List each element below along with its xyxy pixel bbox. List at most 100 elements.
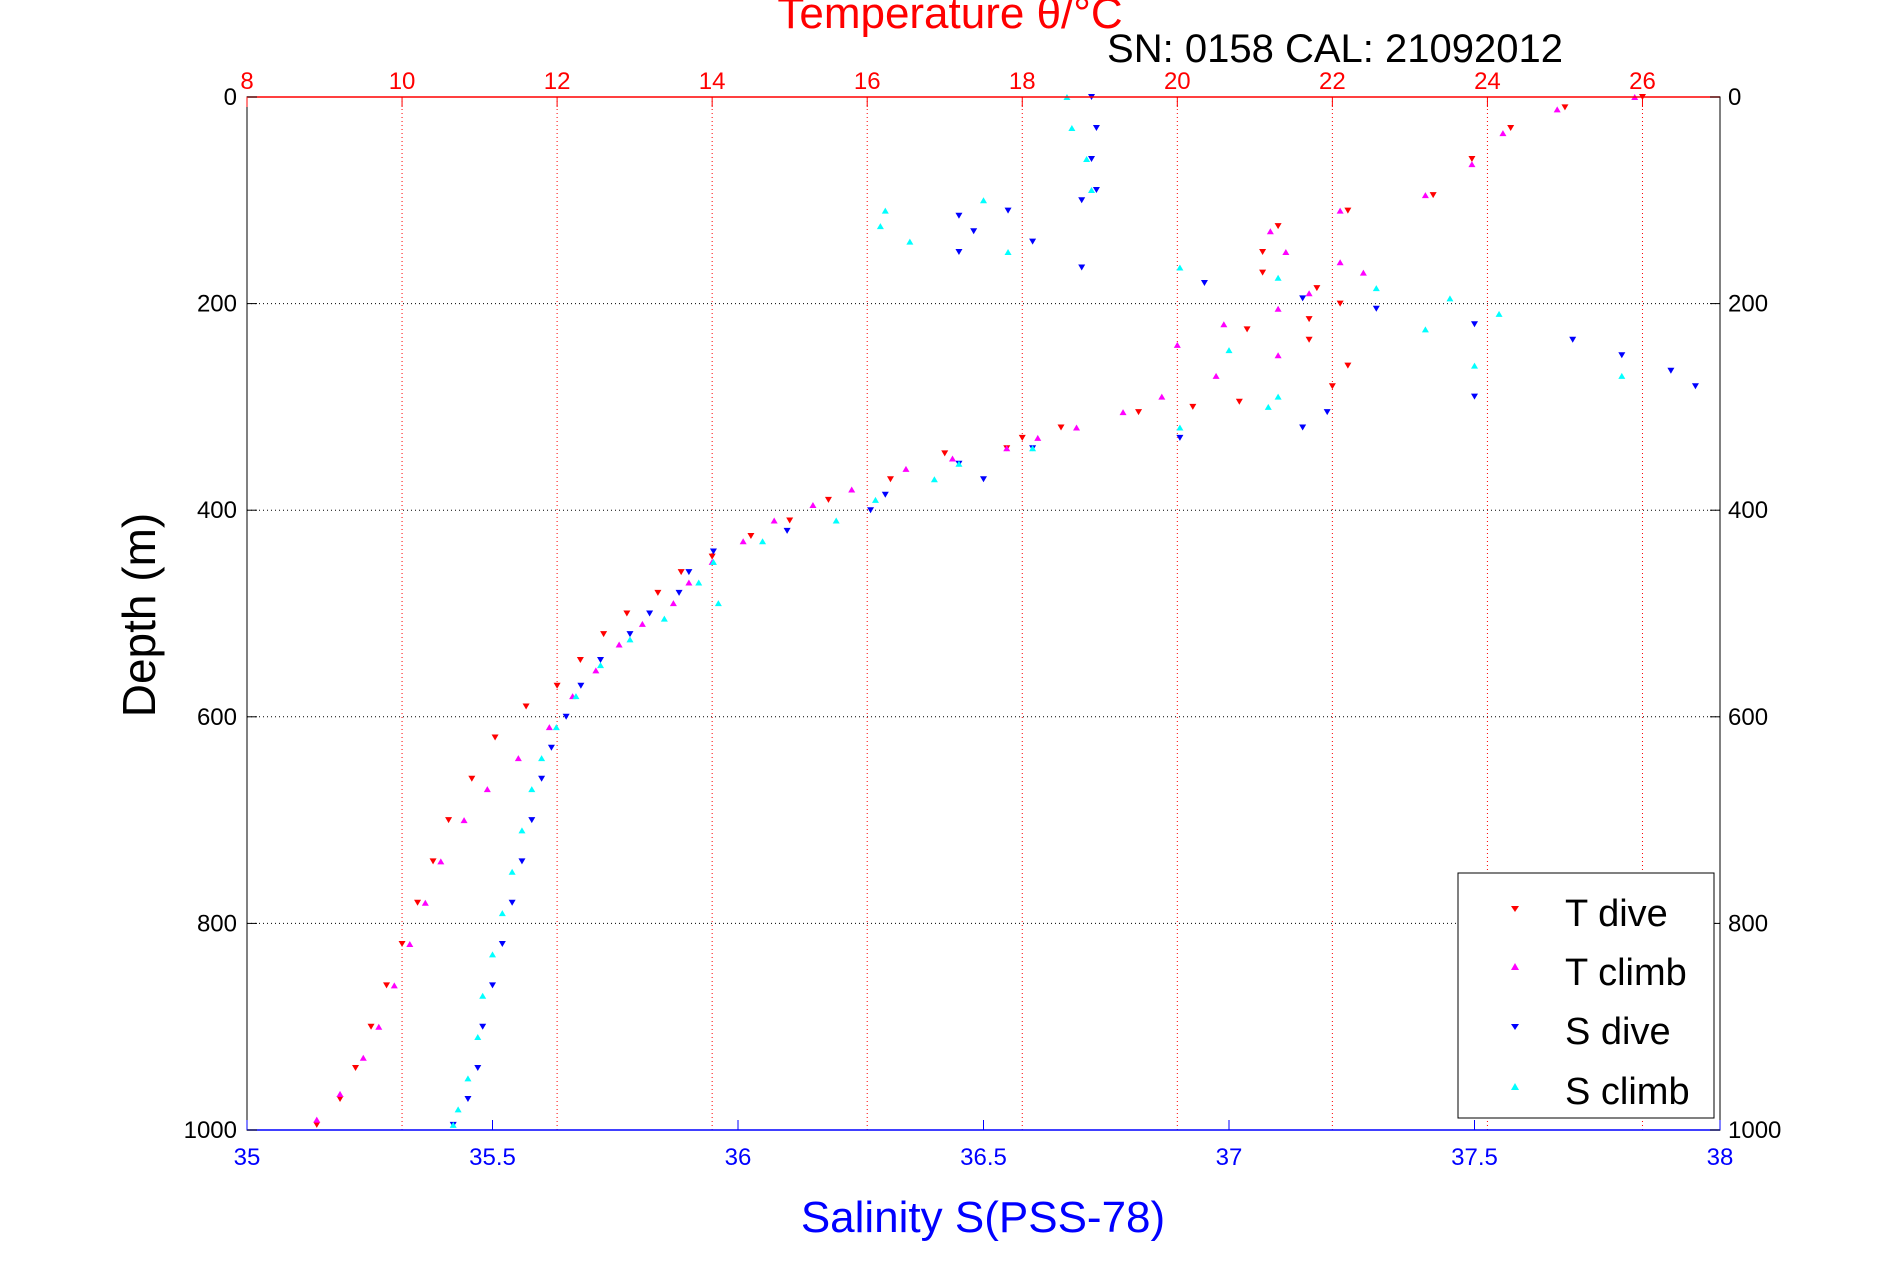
data-point — [1057, 424, 1065, 431]
data-point — [669, 600, 677, 607]
data-point — [1471, 362, 1478, 369]
x-bottom-tick-label: 35 — [234, 1144, 261, 1171]
y-tick-label-left: 1000 — [184, 1117, 237, 1144]
legend-item-s-dive: S dive — [1511, 1011, 1671, 1053]
data-point — [429, 858, 437, 865]
data-point — [660, 615, 668, 622]
data-point — [576, 656, 584, 663]
data-point — [597, 656, 605, 663]
legend-item-s-climb: S climb — [1511, 1071, 1690, 1113]
x-top-tick-label: 18 — [1009, 68, 1036, 95]
data-point — [1083, 155, 1091, 162]
data-point — [941, 450, 949, 457]
data-point — [1135, 409, 1143, 416]
data-point — [1088, 155, 1096, 162]
data-point — [1176, 424, 1184, 431]
data-point — [498, 941, 506, 948]
data-point — [489, 982, 496, 989]
x-top-tick-label: 8 — [240, 68, 253, 95]
y-axis-label: Depth (m) — [113, 513, 165, 717]
data-point — [871, 496, 879, 503]
data-point — [359, 1054, 367, 1061]
y-tick-label-right: 200 — [1728, 291, 1768, 318]
data-point — [1200, 279, 1208, 286]
data-point — [709, 558, 717, 565]
data-point — [1092, 186, 1100, 193]
data-point — [1078, 197, 1086, 204]
data-point — [1018, 434, 1026, 441]
data-point — [522, 703, 530, 710]
data-point — [1305, 336, 1313, 343]
data-point — [824, 496, 832, 503]
data-point — [709, 548, 717, 555]
data-point — [1561, 104, 1569, 111]
data-point — [464, 1075, 472, 1082]
legend-label-s-climb: S climb — [1565, 1071, 1690, 1113]
data-point — [902, 465, 910, 472]
data-point — [626, 631, 634, 638]
data-point — [1336, 259, 1344, 266]
data-point — [786, 517, 794, 524]
data-point — [1235, 398, 1243, 405]
data-point — [646, 610, 654, 617]
data-point — [352, 1065, 360, 1072]
data-point — [1274, 274, 1282, 281]
y-tick-label-right: 0 — [1728, 84, 1741, 111]
data-point — [1372, 285, 1380, 292]
data-layer — [313, 94, 1699, 1128]
x-bottom-tick-label: 36.5 — [960, 1144, 1007, 1171]
data-point — [479, 992, 487, 999]
data-point — [1446, 295, 1454, 302]
data-point — [600, 631, 608, 638]
ticks-layer: 0 0 200 200 400 400 600 600 800 800 1000 1000 8 10 12 1… — [184, 68, 1782, 1171]
data-point — [638, 620, 646, 627]
data-point — [474, 1034, 482, 1041]
data-point — [708, 553, 716, 560]
data-point — [654, 589, 662, 596]
data-point — [1029, 445, 1037, 452]
data-point — [1313, 285, 1321, 292]
data-point — [626, 636, 634, 643]
data-point — [1344, 207, 1352, 214]
legend-item-t-climb: T climb — [1511, 952, 1687, 994]
data-point — [1282, 248, 1290, 255]
data-point — [677, 569, 685, 576]
x-bottom-tick-label: 38 — [1707, 1144, 1734, 1171]
data-point — [1264, 403, 1272, 410]
data-point — [685, 579, 693, 586]
data-point — [336, 1096, 344, 1103]
data-point — [1372, 305, 1380, 312]
data-point — [1299, 424, 1307, 431]
x-top-tick-label: 12 — [544, 68, 571, 95]
data-point — [479, 1023, 487, 1030]
data-point — [1471, 321, 1478, 328]
data-point — [759, 538, 767, 545]
legend-marker-s-climb — [1511, 1083, 1519, 1090]
legend-marker-s-dive — [1511, 1024, 1519, 1030]
data-point — [491, 734, 499, 741]
data-point — [547, 744, 555, 751]
data-point — [1323, 409, 1331, 416]
x-top-tick-label: 24 — [1474, 68, 1501, 95]
y-tick-label-right: 600 — [1728, 704, 1768, 731]
data-point — [881, 207, 889, 214]
y-tick-label-left: 800 — [197, 910, 237, 937]
data-point — [1176, 434, 1184, 441]
data-point — [1092, 124, 1100, 131]
data-point — [615, 641, 623, 648]
data-point — [955, 460, 963, 467]
y-tick-label-right: 1000 — [1728, 1117, 1781, 1144]
data-point — [460, 817, 468, 824]
data-point — [1068, 124, 1076, 131]
y-tick-label-left: 0 — [224, 84, 237, 111]
data-point — [336, 1090, 344, 1097]
data-point — [414, 899, 422, 906]
data-point — [1259, 248, 1267, 255]
data-point — [398, 941, 406, 948]
data-point — [518, 858, 526, 865]
legend-item-t-dive: T dive — [1511, 893, 1668, 935]
data-point — [685, 569, 693, 576]
x-top-tick-label: 26 — [1629, 68, 1656, 95]
data-point — [1336, 300, 1344, 307]
legend-label-t-dive: T dive — [1565, 893, 1668, 935]
